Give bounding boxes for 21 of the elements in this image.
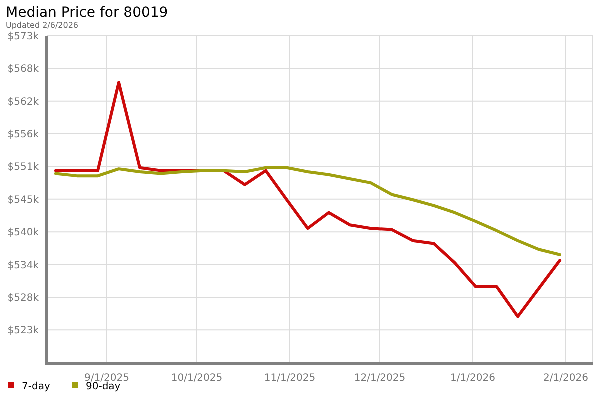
y-tick-label: $551k (8, 162, 40, 174)
y-tick-label: $523k (8, 326, 40, 337)
y-tick-label: $573k (8, 32, 40, 42)
x-tick-label: 2/1/2026 (544, 373, 588, 384)
legend-label: 90-day (86, 382, 121, 392)
legend-label: 7-day (22, 382, 50, 392)
y-tick-label: $562k (8, 96, 40, 108)
x-tick-label: 12/1/2025 (354, 373, 406, 384)
line-series (54, 166, 562, 256)
x-tick-label: 1/1/2026 (450, 373, 496, 384)
x-tick-label: 11/1/2025 (264, 373, 316, 384)
y-tick-label: $540k (8, 228, 40, 239)
y-tick-label: $528k (8, 292, 40, 304)
line-series (54, 81, 562, 318)
y-tick-label: $545k (8, 194, 40, 206)
x-tick-label: 10/1/2025 (171, 373, 223, 384)
y-tick-label: $534k (8, 260, 40, 272)
y-tick-label: $556k (8, 130, 40, 141)
chart-subtitle: Updated 2/6/2026 (6, 21, 79, 30)
chart-title: Median Price for 80019 (6, 5, 168, 21)
y-tick-label: $568k (8, 64, 40, 76)
